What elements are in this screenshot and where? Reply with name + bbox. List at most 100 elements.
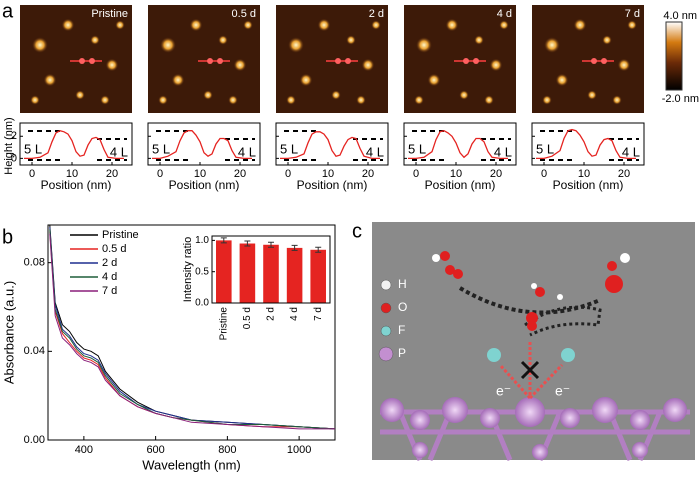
bar <box>310 249 326 303</box>
afm-feature <box>317 18 331 32</box>
x-tick-label: 0 <box>29 168 35 180</box>
annotation: 4 L <box>110 144 128 159</box>
x-tick-label: 10 <box>450 168 462 180</box>
afm-feature <box>243 20 253 30</box>
x-tick-label: 7 d <box>313 307 324 321</box>
x-tick-label: 20 <box>106 168 118 180</box>
y-tick-label: 0.04 <box>24 345 45 357</box>
legend-label: Pristine <box>102 229 139 241</box>
x-tick-label: 20 <box>234 168 246 180</box>
afm-feature <box>75 90 85 100</box>
x-tick-label: 0.5 d <box>242 307 253 329</box>
afm-feature <box>346 35 356 45</box>
x-axis-label: Position (nm) <box>553 178 624 192</box>
x-axis-label: Position (nm) <box>297 178 368 192</box>
x-tick-label: 2 d <box>266 307 277 321</box>
afm-image <box>404 5 516 113</box>
plot-frame <box>275 122 389 166</box>
y-tick-label: 2 <box>11 130 17 142</box>
afm-feature <box>617 58 631 72</box>
error-bar <box>220 237 227 244</box>
legend-label: P <box>398 346 406 360</box>
profile-line <box>280 131 380 160</box>
error-bar <box>244 240 251 247</box>
y-tick-label: 1.0 <box>195 235 209 246</box>
plot-frame <box>147 122 261 166</box>
afm-feature <box>115 20 125 30</box>
annotation: 4 L <box>494 144 512 159</box>
afm-feature <box>203 90 213 100</box>
image-label: 2 d <box>369 8 384 20</box>
spectrum-line <box>49 233 335 430</box>
x-tick-label: 10 <box>66 168 78 180</box>
x-tick-label: 4 d <box>289 307 300 321</box>
y-tick-label: 0.00 <box>24 434 45 446</box>
afm-feature <box>445 18 459 32</box>
afm-feature <box>171 73 185 87</box>
x-tick-label: 1000 <box>287 444 311 456</box>
legend-label: 7 d <box>102 285 117 297</box>
annotation: 5 L <box>536 141 554 156</box>
x-tick-label: 20 <box>618 168 630 180</box>
x-tick-label: 10 <box>578 168 590 180</box>
x-tick-label: 0 <box>541 168 547 180</box>
electron-label: e⁻ <box>496 383 511 399</box>
afm-feature <box>587 90 597 100</box>
x-tick-label: Pristine <box>218 307 229 341</box>
afm-feature <box>591 58 597 64</box>
legend-atom <box>378 346 394 362</box>
plot-frame <box>47 224 336 441</box>
afm-feature <box>361 58 375 72</box>
x-tick-label: 600 <box>146 444 164 456</box>
bar <box>263 244 279 303</box>
legend-label: 2 d <box>102 257 117 269</box>
afm-feature <box>414 95 424 105</box>
image-label: 4 d <box>497 8 512 20</box>
legend-label: 0.5 d <box>102 243 126 255</box>
error-bar <box>315 246 322 253</box>
y-tick-label: 0.5 <box>195 266 209 277</box>
afm-feature <box>158 95 168 105</box>
bar <box>286 247 303 303</box>
annotation: 5 L <box>408 141 426 156</box>
image-label: Pristine <box>91 8 128 20</box>
profile-line <box>24 130 124 160</box>
afm-feature <box>207 58 213 64</box>
afm-feature <box>544 37 560 53</box>
afm-feature <box>573 18 587 32</box>
afm-image <box>20 5 132 113</box>
error-bar <box>291 244 298 251</box>
error-bar <box>268 241 274 248</box>
x-axis-label: Position (nm) <box>41 178 112 192</box>
x-tick-label: 10 <box>194 168 206 180</box>
annotation: 4 L <box>622 144 640 159</box>
spectrum-line <box>49 227 336 430</box>
afm-feature <box>474 35 484 45</box>
x-tick-label: 0 <box>157 168 163 180</box>
colorbar <box>665 21 683 91</box>
afm-feature <box>335 58 341 64</box>
colorbar-min: -2.0 nm <box>662 93 699 105</box>
afm-feature <box>499 20 509 30</box>
afm-feature <box>427 73 441 87</box>
plot-frame <box>403 122 517 166</box>
afm-feature <box>416 37 432 53</box>
afm-image <box>532 5 644 113</box>
y-tick-label: 0.08 <box>24 257 45 269</box>
afm-feature <box>228 95 238 105</box>
afm-feature <box>484 95 494 105</box>
legend-label: O <box>398 300 407 314</box>
annotation: 5 L <box>24 141 42 156</box>
afm-feature <box>189 18 203 32</box>
x-tick-label: 0 <box>413 168 419 180</box>
afm-feature <box>627 20 637 30</box>
x-tick-label: 10 <box>322 168 334 180</box>
afm-feature <box>61 18 75 32</box>
afm-feature <box>542 95 552 105</box>
afm-image <box>148 5 260 113</box>
legend-atom <box>380 325 392 337</box>
bar <box>216 240 232 303</box>
afm-image <box>276 5 388 113</box>
afm-feature <box>43 73 57 87</box>
profile-line <box>536 128 636 160</box>
